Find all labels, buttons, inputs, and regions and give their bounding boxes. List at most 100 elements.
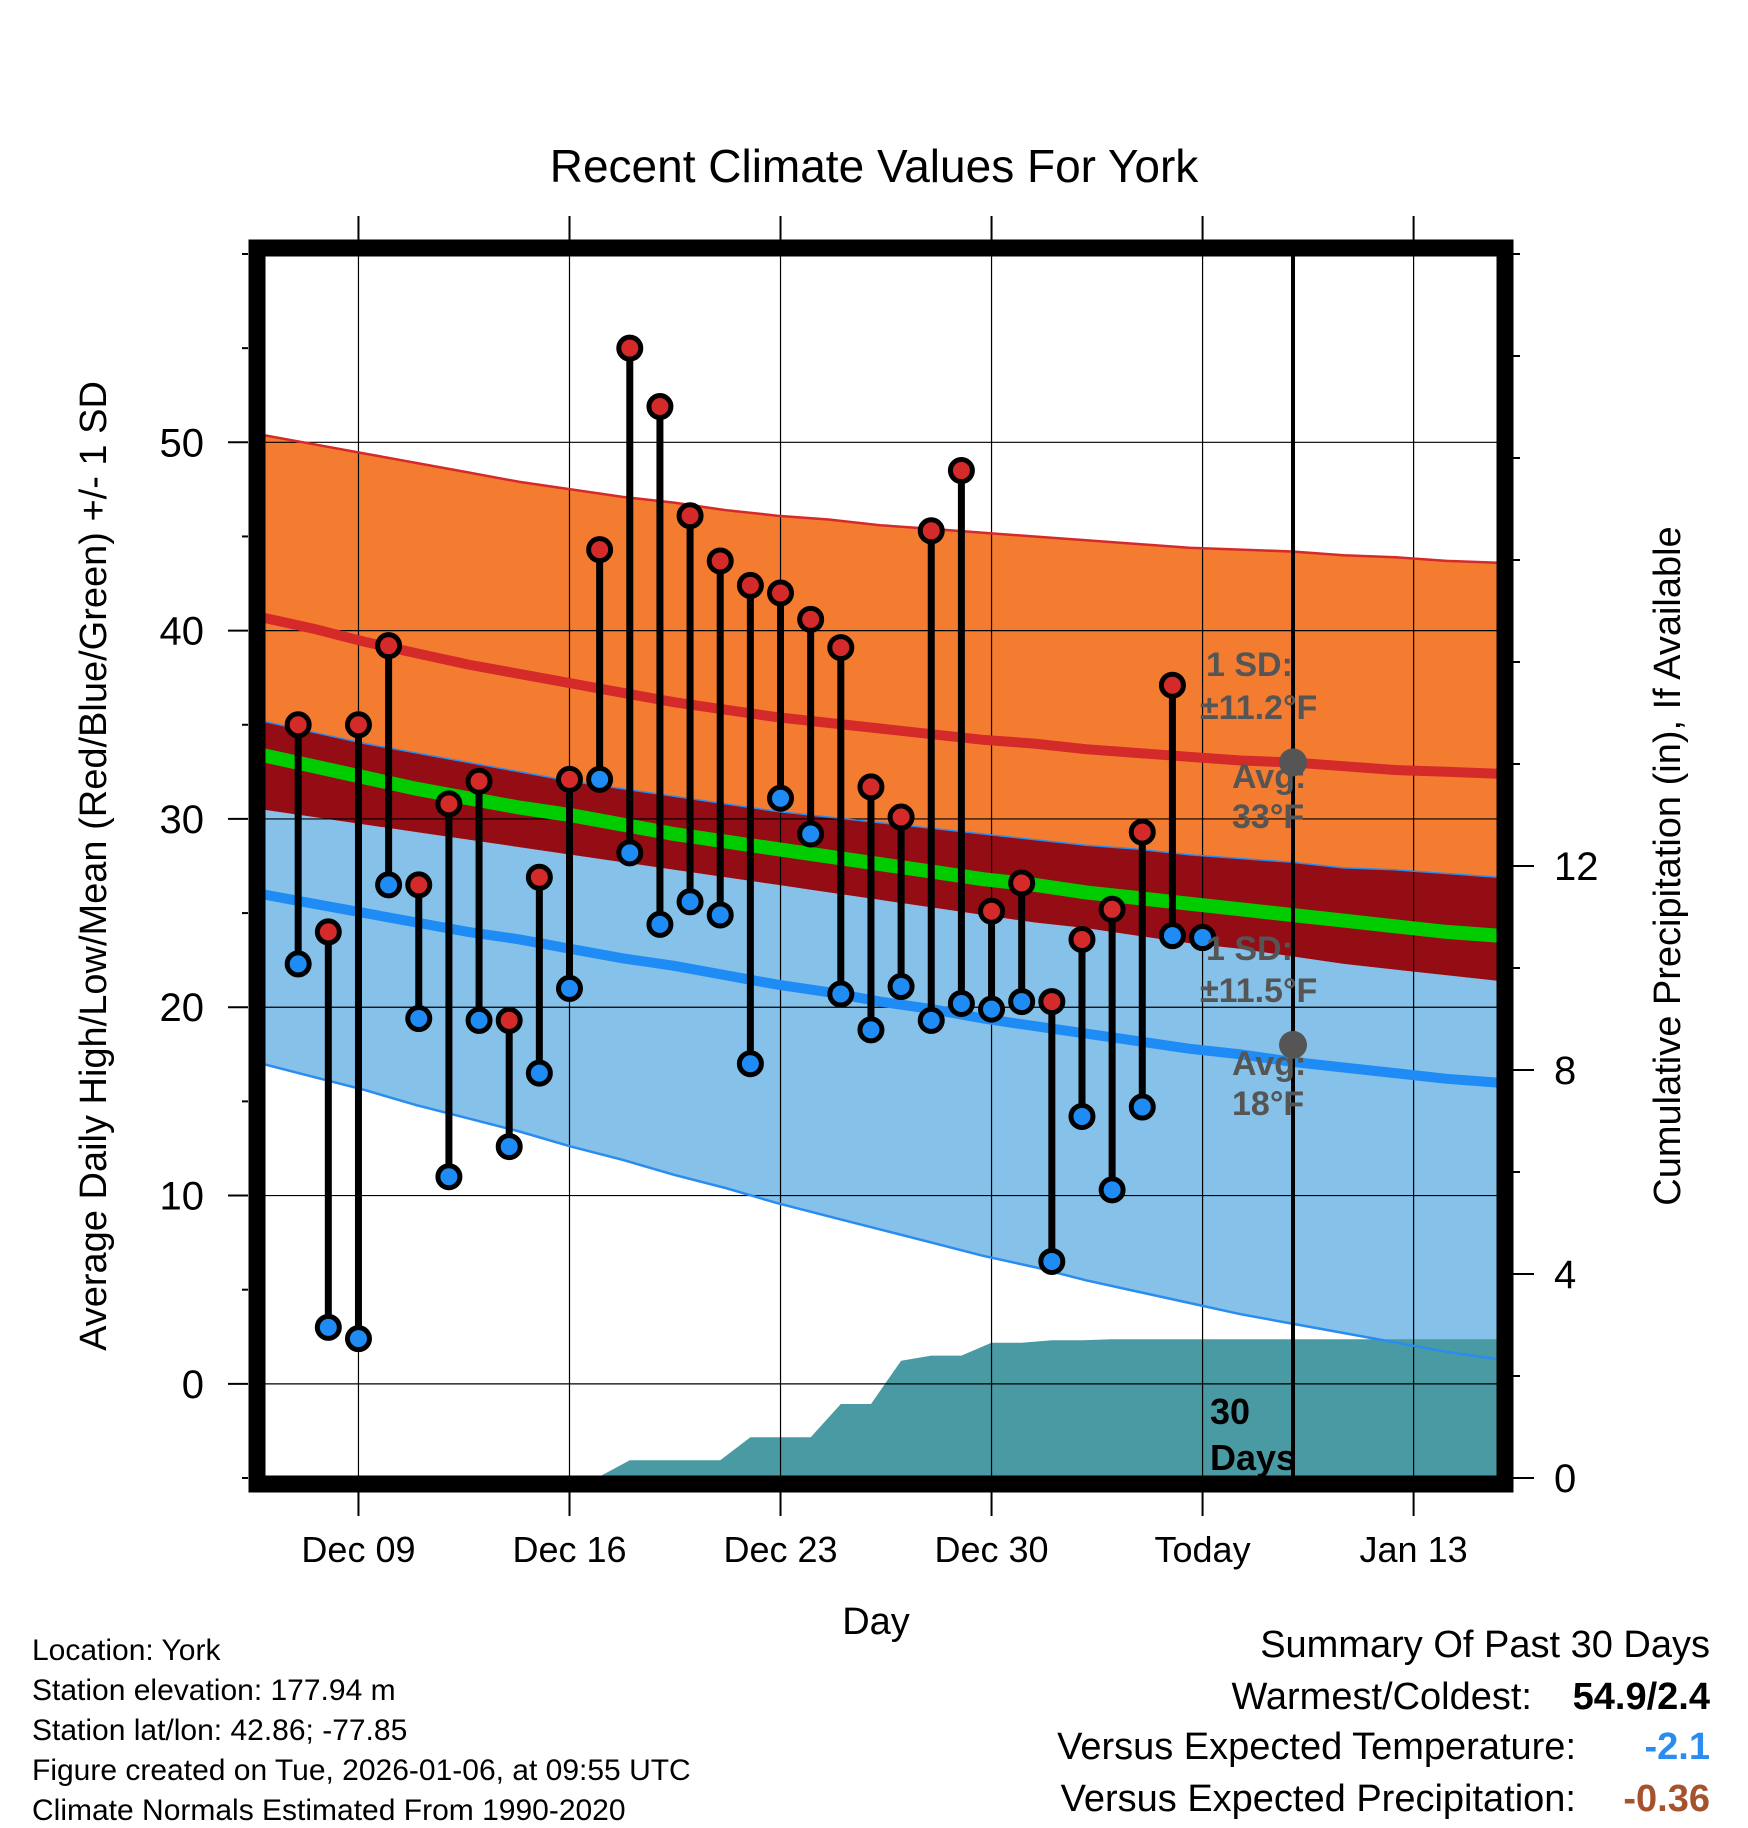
- summary-warmest-label: Warmest/Coldest:: [1231, 1676, 1532, 1718]
- obs-high-point-1: [314, 918, 342, 946]
- obs-low-point-10: [586, 765, 614, 793]
- obs-high-point-26: [1068, 925, 1096, 953]
- high-avg-label: Avg:: [1232, 758, 1306, 796]
- normal-high-today-marker: [1279, 748, 1308, 777]
- obs-high-point-18: [827, 634, 855, 662]
- obs-high-point-0: [284, 711, 312, 739]
- obs-low-point-19: [857, 1016, 885, 1044]
- chart-title: Recent Climate Values For York: [550, 140, 1200, 192]
- summary-temp-row: Versus Expected Temperature: -2.1: [1057, 1728, 1710, 1766]
- y-tick-label-10: 10: [160, 1175, 205, 1219]
- summary-warmest-value: 54.9/2.4: [1572, 1676, 1710, 1718]
- x-tick-label-5: Jan 13: [1360, 1529, 1468, 1570]
- obs-high-point-2: [344, 711, 372, 739]
- obs-low-point-29: [1158, 922, 1186, 950]
- obs-low-point-16: [767, 784, 795, 812]
- obs-high-point-29: [1158, 671, 1186, 699]
- obs-low-point-3: [375, 871, 403, 899]
- window-label: 30 Days: [1210, 1391, 1296, 1478]
- precipitation-area: [262, 1339, 1498, 1478]
- summary-temp-label: Versus Expected Temperature:: [1057, 1726, 1576, 1768]
- obs-high-point-23: [978, 897, 1006, 925]
- low-sd-value: ±11.5°F: [1200, 972, 1317, 1010]
- y-tick-label-0: 0: [182, 1363, 204, 1407]
- x-tick-label-3: Dec 30: [935, 1529, 1049, 1570]
- obs-high-point-9: [555, 765, 583, 793]
- obs-low-point-5: [435, 1163, 463, 1191]
- plot-frame: [248, 239, 1514, 1493]
- obs-high-point-17: [797, 605, 825, 633]
- low-avg-value: 18°F: [1232, 1085, 1304, 1123]
- x-tick-label-2: Dec 23: [723, 1529, 837, 1570]
- obs-high-point-7: [495, 1006, 523, 1034]
- y-tick-label-50: 50: [160, 421, 205, 465]
- x-tick-label-1: Dec 16: [512, 1529, 626, 1570]
- summary-warmest-row: Warmest/Coldest: 54.9/2.4: [1231, 1678, 1710, 1716]
- obs-high-point-8: [525, 863, 553, 891]
- y2-tick-label-8: 8: [1554, 1049, 1576, 1093]
- obs-low-point-0: [284, 950, 312, 978]
- station-elevation: Station elevation: 177.94 m: [32, 1674, 396, 1707]
- summary-title: Summary Of Past 30 Days: [1260, 1624, 1710, 1666]
- obs-high-point-21: [917, 517, 945, 545]
- obs-low-point-22: [947, 989, 975, 1017]
- x-tick-label-0: Dec 09: [301, 1529, 415, 1570]
- obs-low-point-9: [555, 974, 583, 1002]
- obs-high-point-4: [405, 871, 433, 899]
- y2-tick-label-12: 12: [1554, 845, 1599, 889]
- observations: [284, 334, 1308, 1353]
- obs-low-point-4: [405, 1005, 433, 1033]
- obs-low-point-27: [1098, 1176, 1126, 1204]
- obs-low-point-20: [887, 973, 915, 1001]
- normal-low-today-marker: [1279, 1030, 1308, 1059]
- annotations: 1 SD: ±11.2°F Avg: 33°F 1 SD: ±11.5°F Av…: [1200, 646, 1317, 1478]
- obs-high-point-24: [1008, 869, 1036, 897]
- obs-high-point-22: [947, 457, 975, 485]
- obs-low-point-18: [827, 980, 855, 1008]
- high-avg-value: 33°F: [1232, 798, 1304, 836]
- y-tick-label-40: 40: [160, 610, 205, 654]
- y-tick-label-20: 20: [160, 986, 205, 1030]
- axes: Dec 09 Dec 16 Dec 23 Dec 30 Today Jan 13 0 10 20…: [160, 216, 1599, 1570]
- obs-high-point-15: [736, 571, 764, 599]
- obs-high-point-20: [887, 803, 915, 831]
- obs-low-point-12: [646, 910, 674, 938]
- y-tick-label-30: 30: [160, 798, 205, 842]
- window-label-unit: Days: [1210, 1437, 1296, 1478]
- summary-temp-value: -2.1: [1644, 1726, 1710, 1768]
- obs-low-point-23: [978, 995, 1006, 1023]
- obs-high-point-5: [435, 790, 463, 818]
- obs-low-point-17: [797, 820, 825, 848]
- climate-normals-note: Climate Normals Estimated From 1990-2020: [32, 1794, 626, 1827]
- obs-high-point-13: [676, 502, 704, 530]
- y2-axis-label: Cumulative Precipitation (in), If Availa…: [1647, 526, 1689, 1205]
- obs-low-point-11: [616, 839, 644, 867]
- obs-high-point-14: [706, 547, 734, 575]
- y-axis-label: Average Daily High/Low/Mean (Red/Blue/Gr…: [73, 381, 115, 1351]
- obs-high-point-19: [857, 773, 885, 801]
- obs-low-point-24: [1008, 988, 1036, 1016]
- high-sd-value: ±11.2°F: [1200, 689, 1317, 727]
- obs-high-point-16: [767, 579, 795, 607]
- low-avg-label: Avg:: [1232, 1045, 1306, 1083]
- summary-precip-label: Versus Expected Precipitation:: [1060, 1778, 1576, 1820]
- summary-precip-value: -0.36: [1623, 1778, 1710, 1820]
- obs-low-point-6: [465, 1006, 493, 1034]
- obs-low-point-25: [1038, 1247, 1066, 1275]
- obs-high-point-28: [1128, 818, 1156, 846]
- obs-low-point-7: [495, 1133, 523, 1161]
- obs-high-point-25: [1038, 988, 1066, 1016]
- station-location: Location: York: [32, 1634, 221, 1667]
- x-axis-label: Day: [842, 1601, 910, 1643]
- obs-low-point-28: [1128, 1093, 1156, 1121]
- high-sd-label: 1 SD:: [1206, 646, 1293, 684]
- obs-low-point-15: [736, 1050, 764, 1078]
- obs-low-point-14: [706, 901, 734, 929]
- obs-low-point-30: [1189, 924, 1217, 952]
- low-sd-label: 1 SD:: [1206, 930, 1293, 968]
- figure-created: Figure created on Tue, 2026-01-06, at 09…: [32, 1754, 691, 1787]
- obs-high-point-11: [616, 334, 644, 362]
- obs-high-point-12: [646, 393, 674, 421]
- obs-high-point-3: [375, 632, 403, 660]
